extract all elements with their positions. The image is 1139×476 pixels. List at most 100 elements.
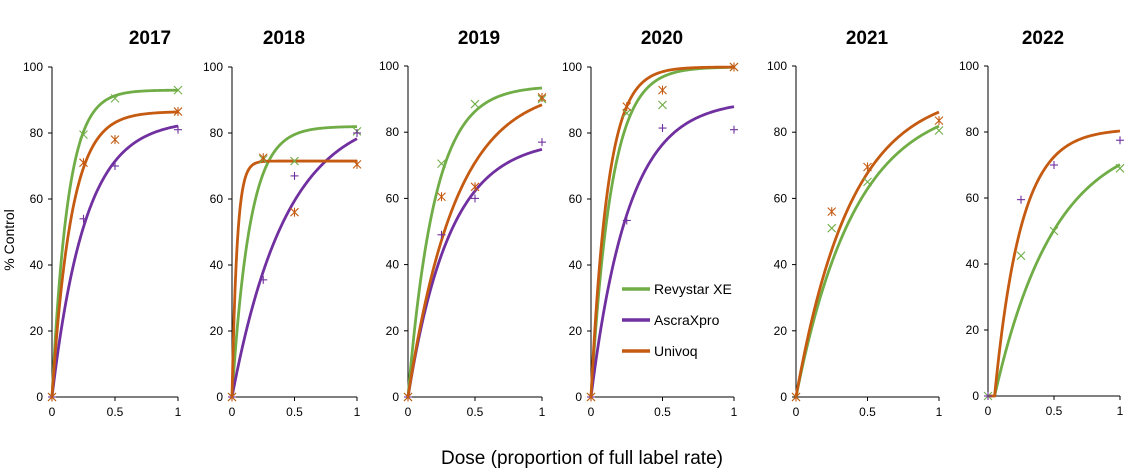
fit-curve-revystar-xe [230, 125, 358, 398]
legend-label-univoq: Univoq [654, 343, 698, 359]
fit-curve-ascraxpro [589, 105, 735, 398]
data-point-revystar-xe [622, 108, 632, 118]
marker-stroke [173, 85, 183, 95]
data-point-ascraxpro [1017, 195, 1025, 204]
y-tick-label: 0 [575, 390, 582, 404]
fit-curve-univoq [987, 129, 1121, 398]
y-tick-label: 40 [774, 258, 788, 272]
marker-stroke [290, 156, 299, 166]
fit-curve-univoq [50, 110, 179, 398]
y-tick-label: 40 [569, 258, 583, 272]
marker-stroke [470, 99, 480, 109]
data-point-univoq [290, 207, 299, 217]
x-tick-label: 0.5 [654, 405, 671, 419]
x-tick-label: 0 [793, 405, 800, 419]
data-point-ascraxpro [111, 162, 119, 170]
y-tick-label: 60 [966, 191, 980, 205]
data-point-univoq [863, 162, 872, 172]
data-point-univoq [470, 182, 480, 192]
y-tick-label: 100 [959, 59, 979, 73]
data-point-ascraxpro [730, 125, 738, 134]
x-tick-label: 1 [354, 405, 361, 419]
data-point-revystar-xe [1049, 226, 1059, 236]
data-point-univoq [79, 158, 88, 168]
data-point-revystar-xe [863, 177, 872, 187]
y-tick-label: 80 [210, 126, 224, 140]
data-point-ascraxpro [290, 171, 299, 180]
y-tick-label: 100 [562, 60, 582, 74]
x-tick-label: 1 [175, 405, 182, 419]
data-point-univoq [586, 392, 596, 402]
y-tick-label: 100 [767, 59, 787, 73]
y-tick-label: 80 [569, 126, 583, 140]
y-tick-label: 60 [774, 191, 788, 205]
data-point-revystar-xe [658, 100, 667, 110]
data-point-univoq [622, 102, 632, 112]
fit-curve-revystar-xe [50, 88, 179, 398]
panel-2018: 2018 0 20 40 60 80 100 0 0.5 1 [203, 28, 362, 419]
x-tick-label: 1 [936, 405, 943, 419]
data-point-univoq [227, 392, 237, 402]
y-tick-label: 80 [966, 125, 980, 139]
data-point-ascraxpro [538, 138, 546, 147]
fit-curve-univoq [406, 103, 543, 398]
data-point-univoq [537, 92, 547, 102]
fit-curve-ascraxpro [50, 124, 179, 398]
y-tick-label: 80 [386, 125, 400, 139]
y-tick-label: 20 [569, 324, 583, 338]
marker-stroke [658, 100, 667, 110]
panel-2019: 2019 0 20 40 60 80 100 0 0.5 1 [379, 28, 547, 419]
data-point-univoq [258, 153, 268, 163]
legend-label-ascraxpro: AscraXpro [654, 312, 720, 328]
data-point-revystar-xe [290, 156, 299, 166]
y-tick-label: 20 [774, 324, 788, 338]
x-tick-label: 0 [49, 405, 56, 419]
panel-2020: 2020 0 20 40 60 80 100 0 0.5 1 [562, 28, 739, 419]
y-tick-label: 60 [569, 192, 583, 206]
panel-title-2021: 2021 [846, 28, 889, 49]
marker-stroke [863, 177, 872, 187]
y-tick-label: 80 [774, 125, 788, 139]
y-tick-label: 40 [210, 258, 224, 272]
y-tick-label: 0 [36, 390, 43, 404]
data-point-univoq [827, 207, 837, 217]
data-point-revystar-xe [437, 159, 446, 169]
fit-curve-univoq [230, 159, 358, 398]
data-point-revystar-xe [173, 85, 183, 95]
y-tick-label: 20 [210, 324, 224, 338]
data-point-univoq [403, 392, 413, 402]
data-point-ascraxpro [471, 194, 479, 203]
data-point-ascraxpro [353, 129, 361, 137]
marker-stroke [110, 93, 120, 103]
y-tick-label: 0 [972, 389, 979, 403]
y-tick-label: 0 [216, 390, 223, 404]
x-tick-label: 0.5 [107, 405, 124, 419]
fit-curve-revystar-xe [987, 163, 1121, 398]
panel-2017: 2017 0 20 40 60 80 100 0 0.5 1 [23, 28, 183, 419]
marker-stroke [934, 126, 944, 135]
data-point-revystar-xe [934, 126, 944, 135]
x-tick-label: 0.5 [286, 405, 303, 419]
data-point-revystar-xe [79, 130, 88, 140]
x-tick-label: 0 [985, 404, 992, 418]
data-point-univoq [791, 392, 801, 402]
panel-title-2017: 2017 [129, 28, 171, 49]
y-tick-label: 0 [780, 390, 787, 404]
panel-2021: 2021 0 20 40 60 80 100 0 0.5 1 [767, 28, 944, 419]
data-point-ascraxpro [622, 216, 631, 225]
y-tick-label: 20 [386, 324, 400, 338]
marker-stroke [79, 130, 88, 140]
marker-stroke [1049, 226, 1059, 236]
y-tick-label: 20 [966, 323, 980, 337]
data-point-univoq [658, 85, 667, 95]
x-tick-label: 1 [731, 405, 738, 419]
panel-2022: 2022 0 20 40 60 80 100 0 0.5 1 [959, 28, 1125, 418]
x-tick-label: 0 [229, 405, 236, 419]
panel-title-2022: 2022 [1022, 28, 1064, 49]
data-point-univoq [47, 392, 57, 402]
data-point-univoq [729, 62, 739, 72]
y-tick-label: 80 [30, 126, 44, 140]
y-tick-label: 100 [379, 59, 399, 73]
